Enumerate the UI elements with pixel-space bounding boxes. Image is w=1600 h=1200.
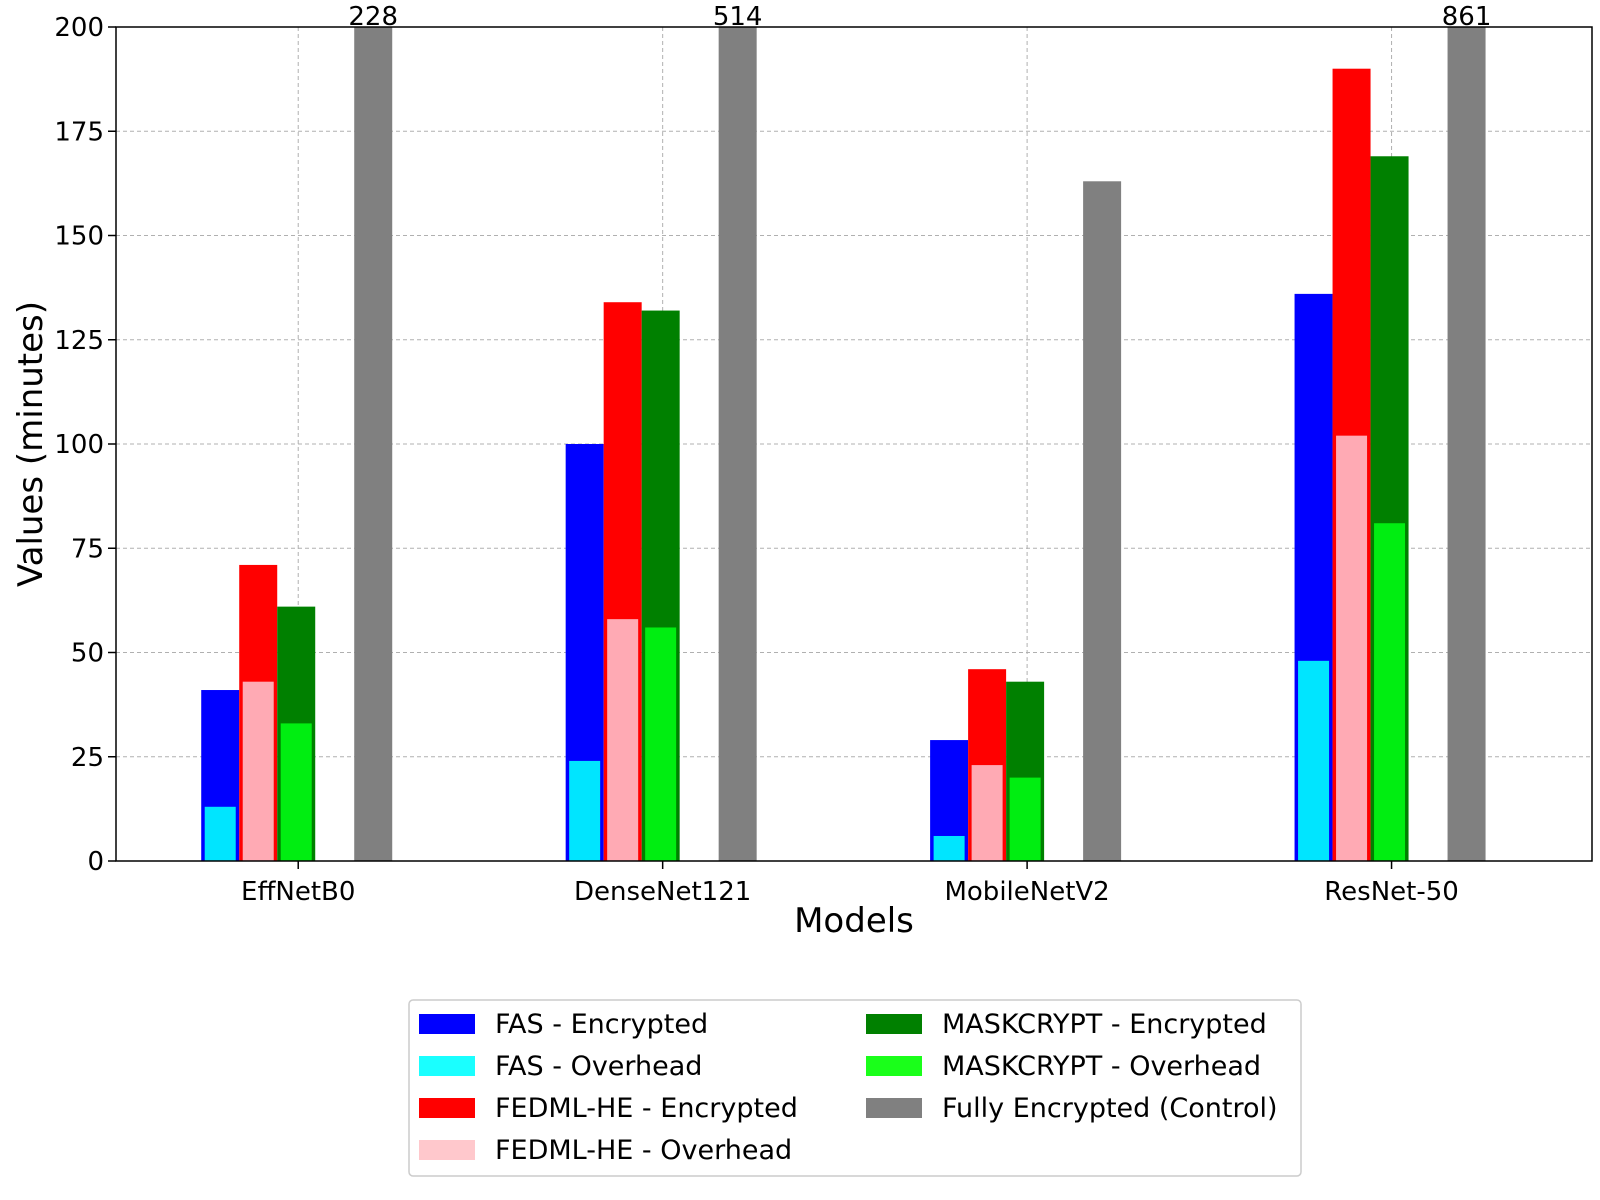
- legend-item: FEDML-HE - Encrypted: [419, 1093, 798, 1124]
- y-tick-label: 75: [71, 534, 104, 564]
- legend-item: Fully Encrypted (Control): [866, 1093, 1278, 1124]
- legend-label: MASKCRYPT - Encrypted: [942, 1009, 1267, 1040]
- legend-box: [408, 999, 1302, 1177]
- legend-swatch: [419, 1098, 475, 1118]
- legend-label: FAS - Overhead: [495, 1051, 702, 1082]
- y-tick-label: 100: [54, 430, 104, 460]
- legend-label: Fully Encrypted (Control): [942, 1093, 1278, 1124]
- control-value-label: 228: [348, 2, 398, 32]
- legend: FAS - Encrypted FAS - Overhead FEDML-HE - …: [408, 999, 1302, 1177]
- control-value-label: 514: [713, 2, 763, 32]
- y-tick-label: 125: [54, 326, 104, 356]
- legend-swatch: [866, 1056, 922, 1076]
- data-labels: 228 514 861: [348, 2, 1491, 32]
- bar-fedml-he-overhead: [1336, 435, 1368, 861]
- y-tick-label: 25: [71, 743, 104, 773]
- y-axis-title: Values (minutes): [11, 301, 51, 587]
- bar-maskcrypt-overhead: [280, 723, 312, 861]
- x-tick-label: ResNet-50: [1324, 877, 1459, 907]
- bar-fas-overhead: [933, 835, 965, 861]
- y-tick-label: 200: [54, 13, 104, 43]
- y-tick-label: 175: [54, 117, 104, 147]
- plot-frame: [115, 26, 1593, 862]
- y-tick-label: 0: [87, 847, 104, 877]
- bar-fully-encrypted-control: [1447, 27, 1486, 861]
- bar-fas-overhead: [204, 806, 236, 861]
- legend-item: FAS - Encrypted: [419, 1009, 708, 1040]
- bar-fedml-he-overhead: [971, 765, 1003, 861]
- y-tick-label: 50: [71, 639, 104, 669]
- bar-fas-overhead: [569, 760, 601, 861]
- x-tick-label: EffNetB0: [241, 877, 355, 907]
- legend-swatch: [419, 1014, 475, 1034]
- legend-swatch: [866, 1098, 922, 1118]
- bar-maskcrypt-overhead: [1374, 523, 1406, 861]
- bar-fas-overhead: [1298, 660, 1330, 861]
- legend-swatch: [866, 1014, 922, 1034]
- legend-item: MASKCRYPT - Overhead: [866, 1051, 1261, 1082]
- legend-swatch: [419, 1056, 475, 1076]
- bar-fully-encrypted-control: [1083, 181, 1122, 862]
- bar-fedml-he-overhead: [242, 681, 274, 861]
- legend-label: MASKCRYPT - Overhead: [942, 1051, 1261, 1082]
- x-tick-label: MobileNetV2: [944, 877, 1109, 907]
- y-tick-label: 150: [54, 222, 104, 252]
- legend-item: FAS - Overhead: [419, 1051, 702, 1082]
- bar-fedml-he-overhead: [607, 619, 639, 861]
- legend-swatch: [419, 1140, 475, 1160]
- legend-item: MASKCRYPT - Encrypted: [866, 1009, 1267, 1040]
- bar-maskcrypt-overhead: [645, 627, 677, 861]
- bar-fully-encrypted-control: [718, 27, 757, 861]
- legend-label: FAS - Encrypted: [495, 1009, 708, 1040]
- x-tick-label: DenseNet121: [574, 877, 751, 907]
- legend-item: FEDML-HE - Overhead: [419, 1135, 792, 1166]
- bars: [201, 27, 1486, 862]
- legend-label: FEDML-HE - Overhead: [495, 1135, 792, 1166]
- x-axis-title: Models: [794, 901, 914, 941]
- legend-label: FEDML-HE - Encrypted: [495, 1093, 798, 1124]
- bar-fully-encrypted-control: [354, 27, 393, 861]
- control-value-label: 861: [1442, 2, 1492, 32]
- axes: 0 25 50 75 100 125 150 175 200 EffNetB0 DenseNet12…: [54, 13, 1593, 907]
- bar-maskcrypt-overhead: [1009, 777, 1041, 861]
